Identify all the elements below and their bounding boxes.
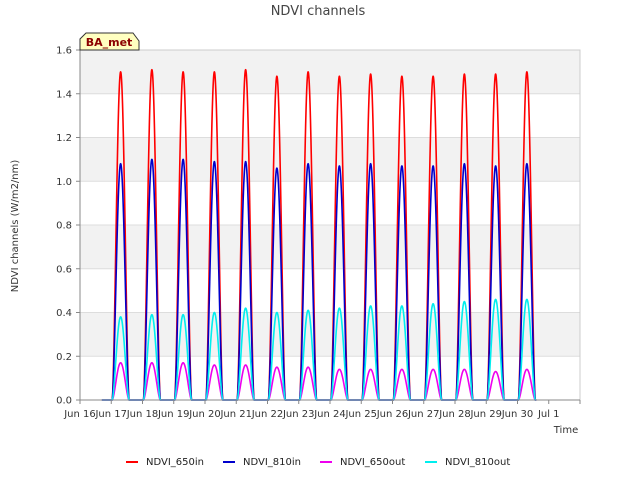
y-tick-label: 1.2 — [56, 133, 72, 144]
y-tick-label: 1.4 — [56, 89, 72, 100]
legend-item-ndvi-810in: NDVI_810in — [223, 457, 301, 468]
legend-label-ndvi-810out: NDVI_810out — [445, 457, 510, 468]
x-tick-label: Jun 18 — [126, 409, 159, 420]
site-badge-shape — [79, 32, 140, 51]
x-tick-label: Jun 16 — [63, 409, 96, 420]
legend-item-ndvi-810out: NDVI_810out — [425, 457, 510, 468]
x-axis-label: Time — [553, 425, 578, 436]
y-tick-label: 0.8 — [56, 221, 72, 232]
x-tick-label: Jun 28 — [438, 409, 471, 420]
y-tick-label: 0.0 — [56, 396, 72, 407]
site-badge-label: BA_met — [86, 36, 133, 49]
y-tick-label: 1.6 — [56, 46, 72, 57]
legend-label-ndvi-650out: NDVI_650out — [340, 457, 405, 468]
y-tick-label: 0.6 — [56, 264, 72, 275]
x-tick-label: Jun 19 — [157, 409, 190, 420]
legend-item-ndvi-650out: NDVI_650out — [320, 457, 405, 468]
series-line-ndvi-810in — [101, 158, 537, 401]
x-tick-label: Jun 30 — [501, 409, 534, 420]
legend-label-ndvi-650in: NDVI_650in — [146, 457, 204, 468]
x-tick-label: Jun 17 — [94, 409, 127, 420]
x-tick-label: Jul 1 — [537, 409, 560, 420]
plot-band — [80, 312, 580, 357]
x-tick-label: Jun 21 — [219, 409, 252, 420]
x-tick-label: Jun 26 — [376, 409, 409, 420]
x-tick-label: Jun 27 — [407, 409, 440, 420]
site-badge: BA_met — [79, 32, 140, 51]
y-tick-label: 0.4 — [56, 308, 72, 319]
y-tick-label: 0.2 — [56, 352, 72, 363]
plot-bands — [80, 50, 580, 357]
plot-band — [80, 225, 580, 269]
legend-item-ndvi-650in: NDVI_650in — [126, 457, 204, 468]
legend: NDVI_650in NDVI_810in NDVI_650out NDVI_8… — [126, 457, 510, 468]
x-tick-label: Jun 25 — [344, 409, 377, 420]
plot-band — [80, 50, 580, 94]
y-axis-label: NDVI channels (W/m2/nm) — [10, 160, 21, 293]
chart-title: NDVI channels — [271, 4, 366, 19]
y-ticks: 0.0 0.2 0.4 0.6 0.8 1.0 1.2 1.4 1.6 — [56, 46, 80, 407]
legend-label-ndvi-810in: NDVI_810in — [243, 457, 301, 468]
x-ticks: Jun 16 Jun 17 Jun 18 Jun 19 Jun 20 Jun 21 Jun … — [63, 400, 581, 420]
x-tick-label: Jun 22 — [251, 409, 284, 420]
x-tick-label: Jun 29 — [469, 409, 502, 420]
x-tick-label: Jun 24 — [313, 409, 346, 420]
x-tick-label: Jun 20 — [188, 409, 221, 420]
x-tick-label: Jun 23 — [282, 409, 315, 420]
y-tick-label: 1.0 — [56, 177, 72, 188]
